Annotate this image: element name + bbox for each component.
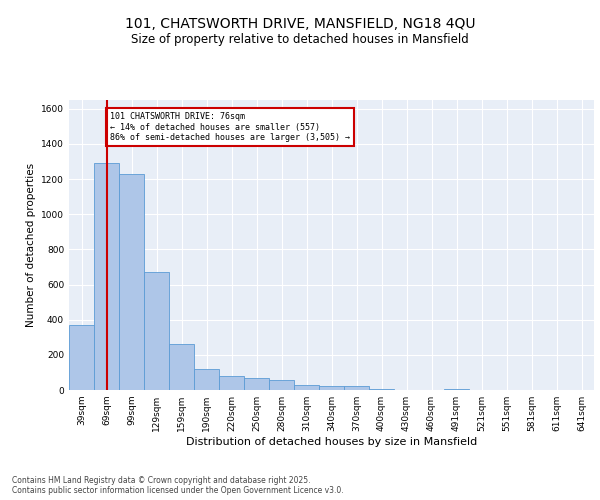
- Bar: [344, 386, 369, 390]
- Bar: [369, 389, 394, 390]
- Bar: [169, 344, 194, 390]
- Text: Size of property relative to detached houses in Mansfield: Size of property relative to detached ho…: [131, 32, 469, 46]
- X-axis label: Distribution of detached houses by size in Mansfield: Distribution of detached houses by size …: [186, 437, 477, 447]
- Text: 101 CHATSWORTH DRIVE: 76sqm
← 14% of detached houses are smaller (557)
86% of se: 101 CHATSWORTH DRIVE: 76sqm ← 14% of det…: [110, 112, 350, 142]
- Bar: [269, 380, 294, 390]
- Bar: [444, 389, 469, 390]
- Bar: [194, 369, 219, 390]
- Bar: [319, 386, 344, 390]
- Bar: [219, 376, 244, 390]
- Text: Contains HM Land Registry data © Crown copyright and database right 2025.
Contai: Contains HM Land Registry data © Crown c…: [12, 476, 344, 495]
- Bar: [94, 164, 119, 390]
- Bar: [294, 384, 319, 390]
- Bar: [144, 272, 169, 390]
- Bar: [119, 174, 144, 390]
- Text: 101, CHATSWORTH DRIVE, MANSFIELD, NG18 4QU: 101, CHATSWORTH DRIVE, MANSFIELD, NG18 4…: [125, 18, 475, 32]
- Bar: [244, 378, 269, 390]
- Y-axis label: Number of detached properties: Number of detached properties: [26, 163, 35, 327]
- Bar: [69, 325, 94, 390]
